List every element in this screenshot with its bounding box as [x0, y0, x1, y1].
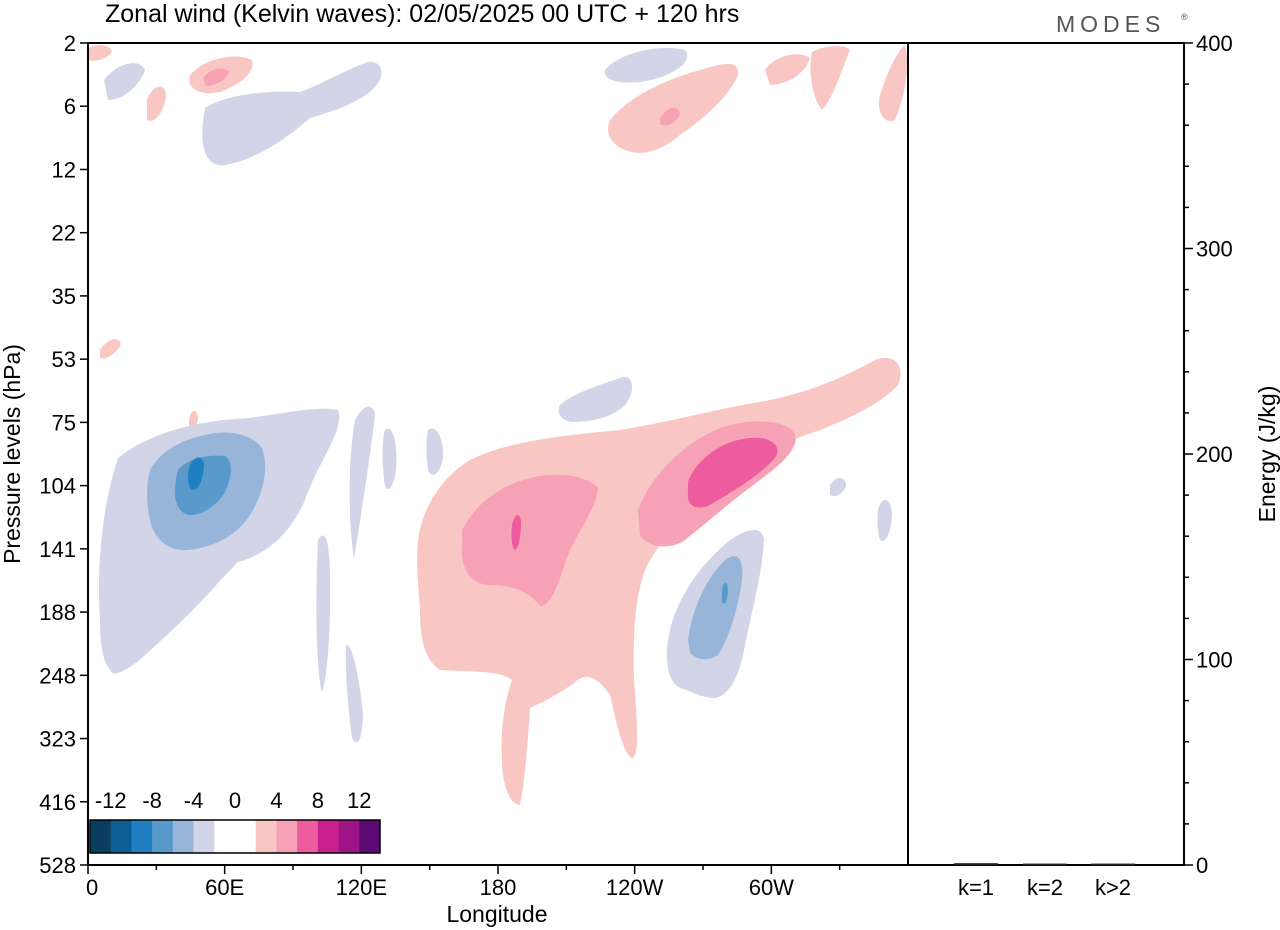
- contour-neg-weak: [604, 48, 688, 83]
- energy-category-label: k=2: [1027, 875, 1063, 900]
- y-tick-label: 6: [64, 94, 76, 119]
- colorbar-tick-label: 12: [347, 788, 371, 813]
- colorbar-frame: [89, 819, 381, 854]
- colorbar-tick-label: -8: [142, 788, 162, 813]
- contour-pos-weak: [878, 45, 908, 122]
- contour-pos-weak: [810, 46, 850, 110]
- contour-neg-weak: [202, 61, 382, 166]
- contour-neg-weak: [382, 428, 397, 490]
- y-tick-label: 141: [39, 537, 76, 562]
- contour-pos-weak: [765, 54, 810, 85]
- x-tick-label: 60W: [749, 875, 794, 900]
- colorbar-tick-label: 0: [229, 788, 241, 813]
- contour-pos-weak: [417, 358, 901, 805]
- energy-tick-label: 400: [1196, 31, 1233, 56]
- colorbar-swatch: [110, 820, 132, 853]
- colorbar-tick-label: 4: [270, 788, 282, 813]
- colorbar-tick-label: -4: [184, 788, 204, 813]
- contour-pos-strong: [511, 514, 521, 550]
- contour-plot: 0 60E 120E 180 120W 60W 2 6 12 22 35 53 75 104 141 188…: [39, 31, 909, 900]
- y-tick-label: 188: [39, 600, 76, 625]
- contour-neg-weak: [345, 644, 363, 743]
- contour-neg-med: [688, 556, 743, 660]
- energy-bars: k=1 k=2 k>2: [954, 863, 1135, 900]
- energy-tick-label: 200: [1196, 442, 1233, 467]
- colorbar-swatch: [255, 820, 277, 853]
- colorbar-swatch: [214, 820, 236, 853]
- energy-axis: 0 100 200 300 400: [1184, 31, 1233, 878]
- y-tick-label: 35: [52, 284, 76, 309]
- y-tick-label: 104: [39, 474, 76, 499]
- energy-tick-label: 300: [1196, 237, 1233, 262]
- y-axis: 2 6 12 22 35 53 75 104 141 188 248 323 416 528: [39, 31, 88, 878]
- x-tick-label: 0: [86, 875, 98, 900]
- modes-logo: MODES: [1056, 11, 1165, 37]
- contour-neg-weak: [558, 376, 633, 422]
- contour-neg-weak: [104, 63, 145, 100]
- energy-axis-title: Energy (J/kg): [1254, 386, 1280, 523]
- energy-category-label: k=1: [958, 875, 994, 900]
- colorbar-tick-label: 8: [312, 788, 324, 813]
- x-tick-label: 180: [480, 875, 517, 900]
- y-tick-label: 323: [39, 727, 76, 752]
- colorbar-swatch: [297, 820, 319, 853]
- chart-title: Zonal wind (Kelvin waves): 02/05/2025 00…: [105, 0, 739, 28]
- colorbar-swatch: [131, 820, 153, 853]
- contour-pos-weak: [88, 44, 112, 61]
- y-tick-label: 2: [64, 31, 76, 56]
- energy-bar: [954, 863, 998, 866]
- contour-neg-strong: [722, 582, 728, 604]
- y-tick-label: 53: [52, 347, 76, 372]
- registered-mark: ®: [1181, 12, 1188, 22]
- colorbar-swatch: [276, 820, 298, 853]
- energy-tick-label: 0: [1196, 853, 1208, 878]
- colorbar-swatch: [90, 820, 112, 853]
- colorbar-swatch: [172, 820, 194, 853]
- energy-bar: [1091, 863, 1135, 866]
- y-tick-label: 528: [39, 853, 76, 878]
- x-axis: 0 60E 120E 180 120W 60W: [86, 865, 841, 900]
- x-tick-label: 60E: [205, 875, 244, 900]
- energy-tick-label: 100: [1196, 648, 1233, 673]
- colorbar-swatch: [359, 820, 381, 853]
- contour-neg-stronger: [187, 457, 204, 490]
- colorbar-swatch: [317, 820, 339, 853]
- y-tick-label: 22: [52, 221, 76, 246]
- colorbar-swatch: [235, 820, 257, 853]
- y-tick-label: 248: [39, 663, 76, 688]
- contour-pos-med: [203, 68, 229, 86]
- x-tick-label: 120E: [336, 875, 387, 900]
- contour-pos-strong: [687, 437, 778, 508]
- contour-neg-weak: [316, 535, 331, 692]
- y-tick-label: 75: [52, 410, 76, 435]
- y-tick-label: 416: [39, 790, 76, 815]
- y-tick-label: 12: [52, 157, 76, 182]
- x-axis-title: Longitude: [446, 901, 547, 927]
- contour-neg-weak: [349, 406, 375, 560]
- y-axis-title: Pressure levels (hPa): [0, 344, 25, 564]
- colorbar-swatch: [193, 820, 215, 853]
- colorbar-swatch: [338, 820, 360, 853]
- contour-pos-weak: [147, 86, 166, 121]
- colorbar-tick-label: -12: [95, 788, 127, 813]
- contour-pos-med: [461, 474, 598, 607]
- colorbar: -12 -8 -4 0 4 8 12: [89, 788, 381, 854]
- contour-pos-weak: [100, 339, 121, 359]
- colorbar-swatch: [152, 820, 174, 853]
- contour-neg-weak: [877, 500, 892, 541]
- energy-category-label: k>2: [1095, 875, 1131, 900]
- wind-contours: [88, 44, 908, 805]
- contour-neg-weak: [426, 428, 444, 475]
- contour-neg-weak: [830, 477, 846, 496]
- energy-bar: [1023, 863, 1067, 866]
- energy-plot: k=1 k=2 k>2 0 100 200 300 400: [907, 31, 1233, 900]
- energy-frame: [907, 42, 1185, 866]
- x-tick-label: 120W: [606, 875, 664, 900]
- contour-pos-med: [660, 107, 680, 126]
